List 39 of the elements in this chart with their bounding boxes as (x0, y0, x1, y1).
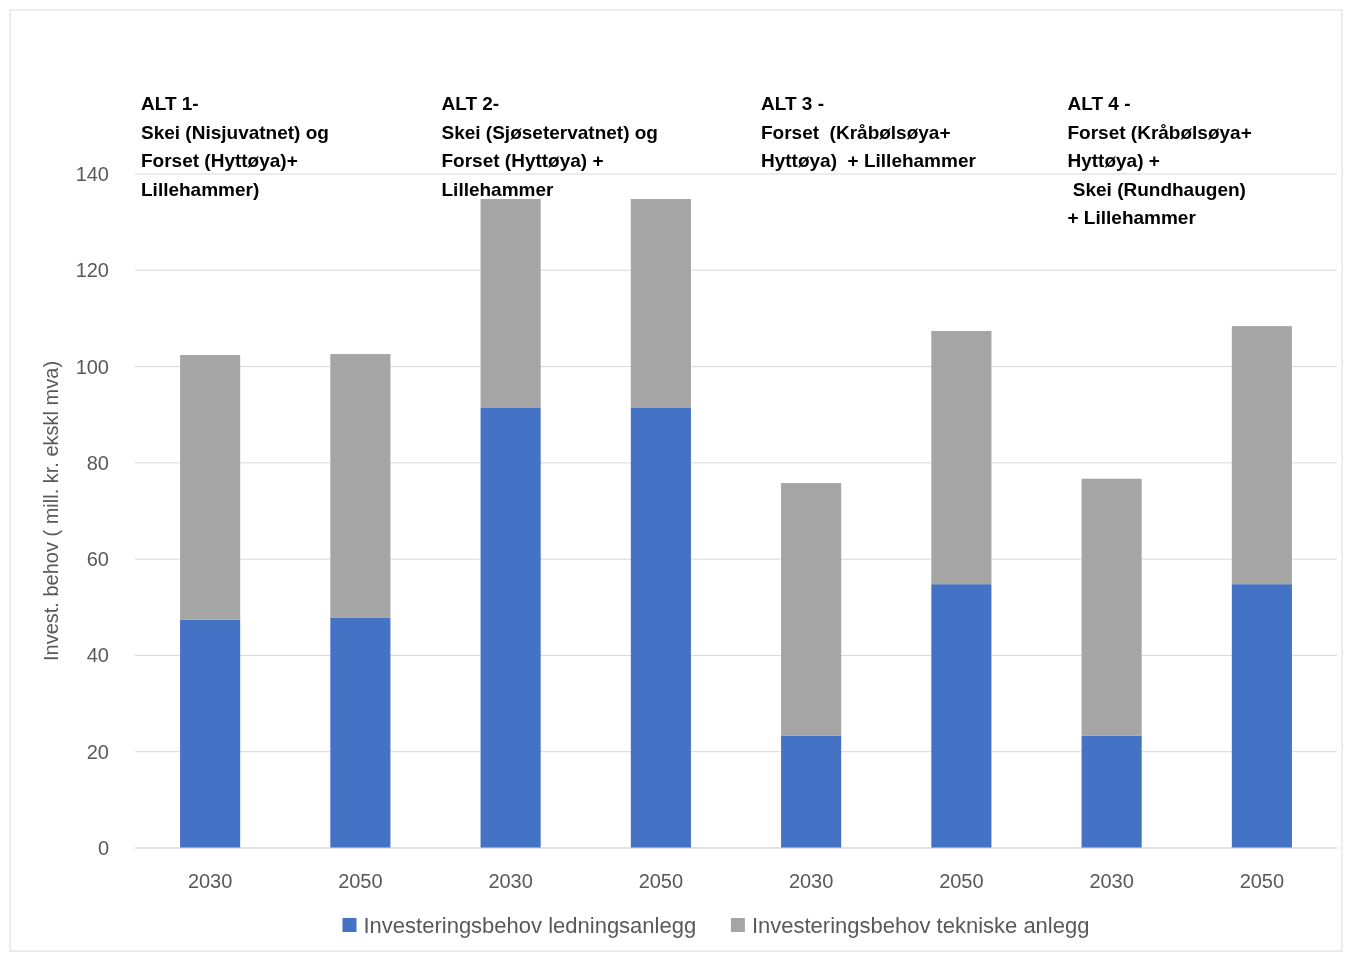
bar (330, 617, 391, 848)
annotation: ALT 4 - Forset (Kråbølsøya+ Hyttøya) + Skei (Rundhaugen) + Lillehammer (1067, 93, 1252, 228)
bar (1231, 326, 1292, 585)
bar (1081, 735, 1142, 848)
bar (1231, 584, 1292, 848)
x-tick-label: 2030 (1089, 870, 1134, 892)
bar (630, 407, 691, 848)
bar (180, 355, 241, 620)
x-tick-label: 2050 (939, 870, 984, 892)
legend-label: Investeringsbehov ledningsanlegg (363, 912, 697, 938)
x-tick-label: 2050 (1239, 870, 1285, 892)
x-tick-label: 2050 (338, 870, 383, 892)
y-tick-label: 120 (75, 259, 109, 282)
bar (931, 584, 992, 848)
bar (1081, 478, 1142, 736)
x-tick-label: 2030 (788, 870, 834, 892)
annotation: ALT 2- Skei (Sjøsetervatnet) og Forset (Hyttøya) + Lillehammer (441, 93, 658, 200)
annotation: ALT 1- Skei (Nisjuvatnet) og Forset (Hyttøya)+ Lillehammer) (141, 93, 329, 200)
bar (480, 407, 541, 848)
bar (180, 619, 241, 848)
y-tick-label: 20 (86, 740, 109, 763)
bar (480, 199, 541, 408)
y-tick-label: 100 (75, 355, 109, 378)
y-tick-label: 40 (86, 644, 109, 667)
y-tick-label: 140 (75, 163, 109, 185)
x-tick-label: 2030 (187, 870, 233, 892)
bar (630, 199, 691, 408)
y-tick-label: 80 (86, 451, 109, 474)
bar (330, 354, 391, 618)
x-tick-label: 2050 (638, 870, 684, 892)
legend-label: Investeringsbehov tekniske anlegg (751, 912, 1090, 938)
y-axis-title: Invest. behov ( mill. kr. ekskl mva) (40, 360, 62, 662)
text: ALT 3 - Forset (Kråbølsøya+ Hyttøya) + Lillehammer (761, 93, 977, 171)
y-tick-label: 60 (86, 548, 109, 571)
y-tick-label: 0 (97, 837, 109, 859)
bar (781, 735, 842, 848)
bar (931, 330, 992, 585)
x-tick-label: 2030 (488, 870, 533, 892)
bar (781, 483, 842, 736)
